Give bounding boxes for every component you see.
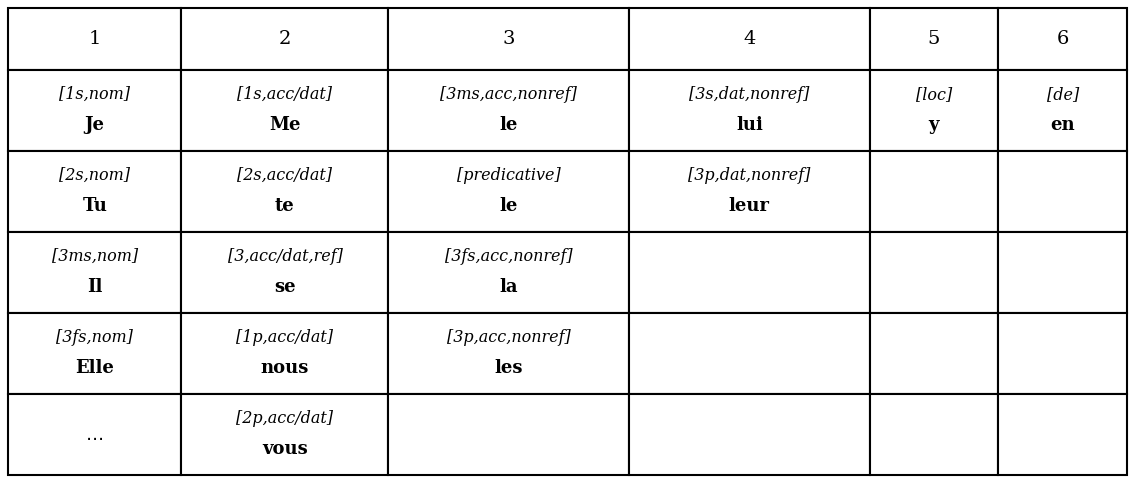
Bar <box>869 8 999 70</box>
Text: …: … <box>85 426 103 443</box>
Bar <box>388 151 629 232</box>
Text: nous: nous <box>261 359 309 377</box>
Bar <box>8 70 182 151</box>
Bar <box>629 313 869 394</box>
Bar <box>999 70 1127 151</box>
Text: [2s,acc/dat]: [2s,acc/dat] <box>237 167 333 184</box>
Bar <box>182 70 388 151</box>
Bar <box>999 151 1127 232</box>
Text: leur: leur <box>729 197 770 215</box>
Bar <box>999 232 1127 313</box>
Bar <box>182 8 388 70</box>
Text: [3ms,acc,nonref]: [3ms,acc,nonref] <box>440 86 578 103</box>
Text: le: le <box>499 116 518 134</box>
Text: [1p,acc/dat]: [1p,acc/dat] <box>236 329 334 346</box>
Text: lui: lui <box>735 116 763 134</box>
Text: [3fs,nom]: [3fs,nom] <box>57 329 133 346</box>
Bar <box>388 394 629 475</box>
Bar <box>388 313 629 394</box>
Text: [3,acc/dat,ref]: [3,acc/dat,ref] <box>227 248 343 265</box>
Text: te: te <box>275 197 295 215</box>
Bar <box>8 151 182 232</box>
Bar <box>869 232 999 313</box>
Text: Elle: Elle <box>75 359 115 377</box>
Bar <box>629 70 869 151</box>
Text: 1: 1 <box>89 30 101 48</box>
Bar <box>182 232 388 313</box>
Bar <box>869 313 999 394</box>
Bar <box>999 8 1127 70</box>
Text: [3s,dat,nonref]: [3s,dat,nonref] <box>689 86 809 103</box>
Text: la: la <box>499 278 518 296</box>
Text: Tu: Tu <box>82 197 107 215</box>
Text: [3p,acc,nonref]: [3p,acc,nonref] <box>447 329 571 346</box>
Text: [2p,acc/dat]: [2p,acc/dat] <box>236 410 334 427</box>
Text: [loc]: [loc] <box>916 86 952 103</box>
Text: y: y <box>928 116 940 134</box>
Text: Il: Il <box>87 278 102 296</box>
Bar <box>869 151 999 232</box>
Text: [1s,nom]: [1s,nom] <box>59 86 131 103</box>
Text: [3ms,nom]: [3ms,nom] <box>52 248 137 265</box>
Bar <box>388 70 629 151</box>
Bar <box>388 232 629 313</box>
Text: le: le <box>499 197 518 215</box>
Bar <box>8 313 182 394</box>
Text: Je: Je <box>85 116 104 134</box>
Bar <box>999 313 1127 394</box>
Text: [3p,dat,nonref]: [3p,dat,nonref] <box>688 167 810 184</box>
Text: [de]: [de] <box>1046 86 1078 103</box>
Bar <box>8 8 182 70</box>
Text: [3fs,acc,nonref]: [3fs,acc,nonref] <box>445 248 572 265</box>
Text: 3: 3 <box>503 30 515 48</box>
Bar <box>182 313 388 394</box>
Text: [1s,acc/dat]: [1s,acc/dat] <box>237 86 333 103</box>
Bar <box>388 8 629 70</box>
Bar <box>182 151 388 232</box>
Text: vous: vous <box>262 440 308 458</box>
Text: [2s,nom]: [2s,nom] <box>59 167 131 184</box>
Text: Me: Me <box>269 116 301 134</box>
Bar <box>629 151 869 232</box>
Bar <box>869 394 999 475</box>
Text: 2: 2 <box>279 30 292 48</box>
Bar <box>182 394 388 475</box>
Bar <box>629 232 869 313</box>
Bar <box>629 8 869 70</box>
Bar <box>8 232 182 313</box>
Text: se: se <box>275 278 296 296</box>
Bar <box>629 394 869 475</box>
Bar <box>8 394 182 475</box>
Bar <box>869 70 999 151</box>
Text: 5: 5 <box>927 30 940 48</box>
Text: 4: 4 <box>743 30 756 48</box>
Bar <box>999 394 1127 475</box>
Text: 6: 6 <box>1057 30 1069 48</box>
Text: [predicative]: [predicative] <box>457 167 561 184</box>
Text: les: les <box>495 359 523 377</box>
Text: en: en <box>1050 116 1075 134</box>
